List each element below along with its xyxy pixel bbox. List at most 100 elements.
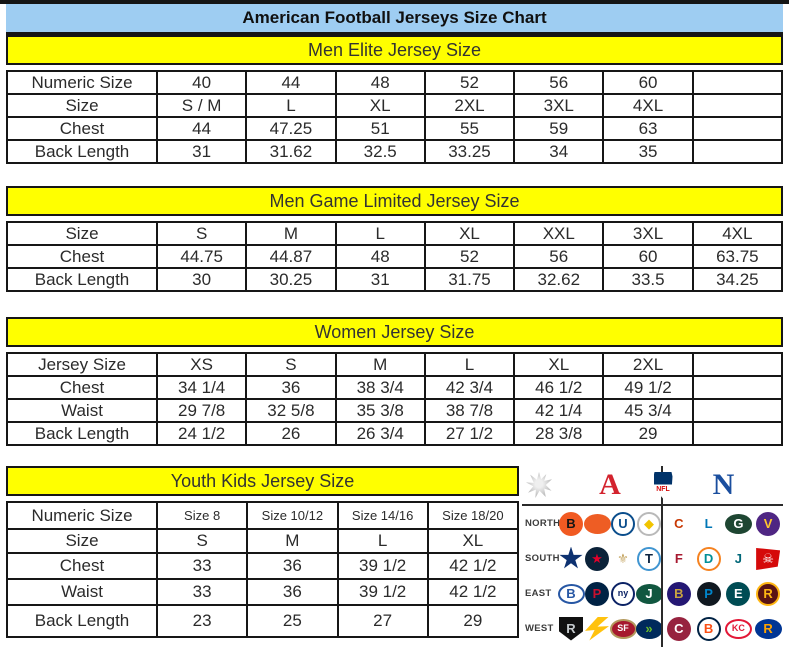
size-cell: 40 (155, 70, 248, 95)
size-cell: XL (423, 221, 516, 246)
size-cell: XS (155, 352, 248, 377)
conference-header-row: A NFL N (522, 466, 783, 506)
table-row: Size S M L XL (6, 528, 520, 554)
row-label: Jersey Size (6, 352, 158, 377)
size-cell: 26 (245, 421, 337, 446)
division-row-north: NORTH B U ◆ C L G V (522, 506, 783, 541)
row-label: Chest (6, 375, 158, 400)
starburst-icon (526, 472, 552, 498)
size-cell: L (336, 528, 429, 554)
size-cell: 24 1/2 (155, 421, 248, 446)
size-cell: 52 (423, 70, 516, 95)
division-row-south: SOUTH ★ ⚜ T F D J ☠ (522, 541, 783, 576)
size-cell: 39 1/2 (336, 552, 429, 580)
team-logo-vikings: V (756, 511, 781, 536)
row-label: Chest (6, 244, 158, 269)
size-chart-page: American Football Jerseys Size Chart Men… (0, 4, 789, 647)
row-label: Size (6, 221, 158, 246)
size-cell: 42 1/2 (426, 578, 520, 606)
conference-divider-line (661, 466, 663, 647)
size-cell: 39 1/2 (336, 578, 429, 606)
size-cell: 48 (334, 70, 426, 95)
team-logo-bengals: B (559, 511, 583, 536)
section-title: Men Game Limited Jersey Size (269, 190, 520, 211)
table-row: Chest 34 1/4 36 38 3/4 42 3/4 46 1/2 49 1/2 (6, 375, 784, 400)
size-cell: 29 7/8 (155, 398, 248, 423)
size-cell: 2XL (602, 352, 694, 377)
title-bar: American Football Jerseys Size Chart (6, 4, 783, 35)
table-row: Back Length 24 1/2 26 26 3/4 27 1/2 28 3/8 29 (6, 421, 784, 446)
section-men-elite: Men Elite Jersey Size Numeric Size 40 44 48… (6, 35, 784, 164)
row-label: Back Length (6, 421, 158, 446)
row-label: Chest (6, 116, 158, 141)
size-cell: 31 (155, 139, 248, 164)
team-logo-browns (583, 513, 611, 534)
team-logo-titans: T (637, 546, 661, 571)
row-label: Back Length (6, 267, 158, 292)
table-row: Back Length 31 31.62 32.5 33.25 34 35 (6, 139, 784, 164)
row-label: Numeric Size (6, 70, 158, 95)
size-cell: 35 3/8 (334, 398, 426, 423)
size-cell: 63 (602, 116, 694, 141)
size-cell: 4XL (691, 221, 784, 246)
section-men-game-limited: Men Game Limited Jersey Size Size S M L XL XX… (6, 186, 784, 292)
team-logo-packers: G (724, 513, 752, 534)
size-cell: 27 1/2 (423, 421, 516, 446)
size-cell: M (245, 221, 337, 246)
section-header-men-game-limited: Men Game Limited Jersey Size (6, 186, 783, 216)
size-cell: 42 1/2 (426, 552, 520, 580)
afc-logo-icon: A (599, 468, 621, 501)
size-cell: 42 1/4 (513, 398, 605, 423)
row-label: Back Length (6, 604, 158, 638)
size-cell (691, 398, 784, 423)
team-logo-jaguars: J (726, 546, 751, 571)
size-cell: 45 3/4 (602, 398, 694, 423)
team-logo-cardinals: C (666, 616, 691, 641)
size-cell: 33.25 (423, 139, 516, 164)
team-logo-texans: ★ (585, 546, 609, 571)
size-cell: 27 (336, 604, 429, 638)
table-row: Waist 33 36 39 1/2 42 1/2 (6, 578, 520, 606)
team-logo-buccaneers: ☠ (756, 547, 781, 571)
size-cell: 46 1/2 (513, 375, 605, 400)
size-cell: 36 (246, 578, 339, 606)
size-cell: 60 (602, 244, 694, 269)
size-cell: 23 (155, 604, 249, 638)
size-cell: 44.87 (245, 244, 337, 269)
team-logo-cowboys (559, 546, 583, 569)
size-cell: 47.25 (245, 116, 337, 141)
size-cell: 28 3/8 (513, 421, 605, 446)
size-cell: 34 (513, 139, 605, 164)
section-youth-kids: Youth Kids Jersey Size Numeric Size Size … (6, 466, 520, 638)
team-logo-dolphins: D (696, 546, 721, 571)
size-cell: Size 10/12 (246, 501, 339, 530)
size-cell: Size 18/20 (426, 501, 520, 530)
page-title: American Football Jerseys Size Chart (242, 8, 547, 27)
size-cell: 30 (155, 267, 248, 292)
section-title: Women Jersey Size (314, 321, 475, 342)
size-cell: 60 (602, 70, 694, 95)
division-label: SOUTH (525, 553, 560, 564)
size-cell: 3XL (602, 221, 694, 246)
row-label: Size (6, 528, 158, 554)
table-row: Chest 44 47.25 51 55 59 63 (6, 116, 784, 141)
section-header-men-elite: Men Elite Jersey Size (6, 35, 783, 65)
team-logo-broncos: B (696, 616, 721, 641)
team-logo-jets: J (635, 583, 663, 604)
table-row: Back Length 23 25 27 29 (6, 604, 520, 638)
table-row: Numeric Size Size 8 Size 10/12 Size 14/16 Si… (6, 501, 520, 530)
team-logo-rams: R (754, 618, 782, 639)
division-label: EAST (525, 588, 552, 599)
team-logo-49ers: SF (609, 618, 637, 639)
division-label: NORTH (525, 518, 561, 529)
size-cell: 55 (423, 116, 516, 141)
row-label: Back Length (6, 139, 158, 164)
nfl-shield-icon: NFL (653, 471, 673, 499)
section-women: Women Jersey Size Jersey Size XS S M L XL 2XL C… (6, 317, 784, 446)
team-logo-raiders: R (559, 616, 583, 641)
row-label: Numeric Size (6, 501, 158, 530)
size-cell: L (423, 352, 516, 377)
